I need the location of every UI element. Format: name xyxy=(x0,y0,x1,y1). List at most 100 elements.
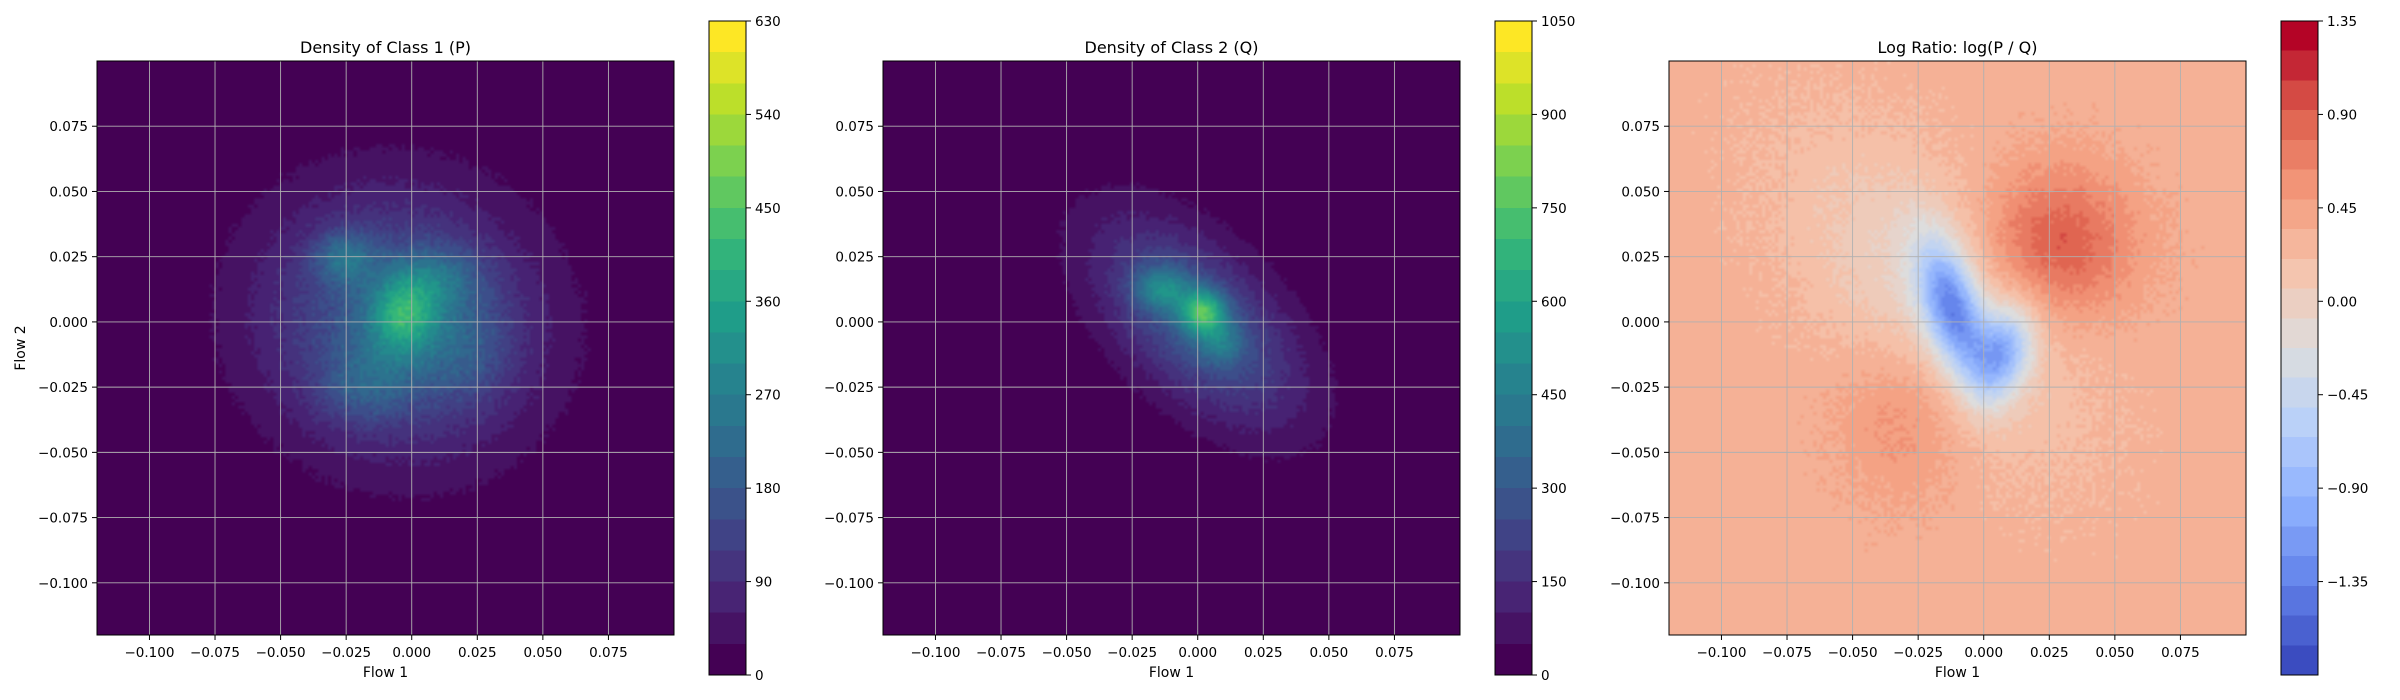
y-tick-label: 0.000 xyxy=(1621,315,1660,331)
x-tick-label: 0.000 xyxy=(1964,645,2003,661)
y-tick-label: −0.075 xyxy=(38,511,88,527)
grid-lines xyxy=(883,61,1460,635)
chart-title: Density of Class 1 (P) xyxy=(300,38,471,57)
y-axis: −0.100 −0.075 −0.050 −0.025 0.000 0.025 0.050 0… xyxy=(824,119,883,592)
colorbar-tick-label: 540 xyxy=(755,107,781,123)
colorbar-tick-label: 0.45 xyxy=(2327,201,2357,217)
x-tick-label: 0.050 xyxy=(524,645,563,661)
y-axis: −0.100 −0.075 −0.050 −0.025 0.000 0.025 0.050 0… xyxy=(1610,119,1669,592)
y-tick-label: 0.050 xyxy=(835,184,874,200)
colorbar-tick-label: 0 xyxy=(1541,668,1550,684)
y-tick-label: 0.050 xyxy=(1621,184,1660,200)
density-heatmap xyxy=(883,61,1460,635)
y-tick-label: 0.050 xyxy=(49,184,88,200)
colorbar-gradient xyxy=(1495,21,1532,675)
colorbar-frame xyxy=(1494,20,1533,676)
plot-area xyxy=(883,61,1460,635)
colorbar-tick-label: 90 xyxy=(755,575,772,591)
colorbar: 0 150 300 450 600 750 900 1050 xyxy=(1494,14,1575,684)
colorbar-tick-label: 1.35 xyxy=(2327,14,2357,30)
x-tick-label: 0.025 xyxy=(2030,645,2069,661)
y-tick-label: −0.025 xyxy=(38,380,88,396)
colorbar-tick-label: 150 xyxy=(1541,575,1567,591)
y-tick-label: 0.075 xyxy=(835,119,874,135)
colorbar-tick-label: 270 xyxy=(755,388,781,404)
colorbar-frame xyxy=(2280,20,2319,676)
chart-panel-density-p: Density of Class 1 (P) −0.100 −0.075 −0.05… xyxy=(13,14,781,684)
x-tick-label: 0.025 xyxy=(1244,645,1283,661)
chart-title: Log Ratio: log(P / Q) xyxy=(1878,38,2038,57)
y-tick-label: −0.100 xyxy=(1610,576,1660,592)
y-tick-label: 0.075 xyxy=(1621,119,1660,135)
density-heatmap xyxy=(97,61,674,635)
x-axis: −0.100 −0.075 −0.050 −0.025 0.000 0.025 0.050 0… xyxy=(910,635,1414,661)
chart-panel-log-ratio: Log Ratio: log(P / Q) −0.100 −0.075 −0.050… xyxy=(1610,14,2368,681)
y-axis-label: Flow 2 xyxy=(13,325,29,370)
axes-frame xyxy=(1668,60,2247,636)
y-tick-label: −0.100 xyxy=(824,576,874,592)
y-tick-label: −0.025 xyxy=(1610,380,1660,396)
y-tick-label: −0.050 xyxy=(824,445,874,461)
x-tick-label: −0.075 xyxy=(976,645,1026,661)
colorbar-gradient xyxy=(2281,21,2318,675)
colorbar-tick-label: 630 xyxy=(755,14,781,30)
y-tick-label: −0.100 xyxy=(38,576,88,592)
colorbar-frame xyxy=(708,20,747,676)
y-tick-label: 0.000 xyxy=(49,315,88,331)
x-axis-label: Flow 1 xyxy=(363,665,408,681)
colorbar-gradient xyxy=(709,21,746,675)
plot-area xyxy=(97,61,674,635)
y-tick-label: 0.025 xyxy=(49,250,88,266)
colorbar-tick-label: 180 xyxy=(755,481,781,497)
colorbar-tick-label: 300 xyxy=(1541,481,1567,497)
y-tick-label: −0.050 xyxy=(38,445,88,461)
x-tick-label: −0.100 xyxy=(124,645,174,661)
x-tick-label: −0.050 xyxy=(256,645,306,661)
y-tick-label: −0.075 xyxy=(824,511,874,527)
x-tick-label: 0.000 xyxy=(392,645,431,661)
grid-lines xyxy=(1669,61,2246,635)
y-tick-label: −0.025 xyxy=(824,380,874,396)
colorbar-tick-label: −0.45 xyxy=(2327,388,2368,404)
x-tick-label: −0.050 xyxy=(1042,645,1092,661)
colorbar-tick-label: 450 xyxy=(755,201,781,217)
x-tick-label: 0.025 xyxy=(458,645,497,661)
colorbar-tick-label: −0.90 xyxy=(2327,481,2368,497)
colorbar-tick-label: 0 xyxy=(755,668,764,684)
x-tick-label: 0.075 xyxy=(589,645,628,661)
x-axis: −0.100 −0.075 −0.050 −0.025 0.000 0.025 0.050 0… xyxy=(124,635,628,661)
x-tick-label: −0.075 xyxy=(1762,645,1812,661)
colorbar-ticks: 0 150 300 450 600 750 900 1050 xyxy=(1532,14,1575,684)
x-tick-label: 0.050 xyxy=(1310,645,1349,661)
colorbar-tick-label: 0.00 xyxy=(2327,294,2357,310)
colorbar-tick-label: 1050 xyxy=(1541,14,1575,30)
colorbar-ticks: 0 90 180 270 360 450 540 630 xyxy=(746,14,781,684)
log-ratio-heatmap xyxy=(1669,61,2246,635)
colorbar-ticks: −1.35 −0.90 −0.45 0.00 0.45 0.90 1.35 xyxy=(2318,14,2368,591)
x-tick-label: −0.025 xyxy=(321,645,371,661)
x-tick-label: 0.075 xyxy=(1375,645,1414,661)
x-tick-label: 0.000 xyxy=(1178,645,1217,661)
x-tick-label: −0.100 xyxy=(1696,645,1746,661)
y-tick-label: −0.050 xyxy=(1610,445,1660,461)
colorbar-tick-label: 360 xyxy=(755,294,781,310)
colorbar-tick-label: 0.90 xyxy=(2327,107,2357,123)
y-axis: −0.100 −0.075 −0.050 −0.025 0.000 0.025 0.050 0… xyxy=(38,119,97,592)
colorbar-tick-label: 750 xyxy=(1541,201,1567,217)
y-tick-label: 0.025 xyxy=(1621,250,1660,266)
y-tick-label: 0.000 xyxy=(835,315,874,331)
axes-frame xyxy=(882,60,1461,636)
x-tick-label: −0.075 xyxy=(190,645,240,661)
x-tick-label: 0.075 xyxy=(2161,645,2200,661)
colorbar-tick-label: 600 xyxy=(1541,294,1567,310)
chart-title: Density of Class 2 (Q) xyxy=(1085,38,1259,57)
x-tick-label: −0.025 xyxy=(1107,645,1157,661)
x-axis-label: Flow 1 xyxy=(1935,665,1980,681)
axes-frame xyxy=(96,60,675,636)
colorbar-tick-label: 450 xyxy=(1541,388,1567,404)
y-tick-label: −0.075 xyxy=(1610,511,1660,527)
x-tick-label: −0.100 xyxy=(910,645,960,661)
x-tick-label: −0.025 xyxy=(1893,645,1943,661)
colorbar-tick-label: −1.35 xyxy=(2327,575,2368,591)
